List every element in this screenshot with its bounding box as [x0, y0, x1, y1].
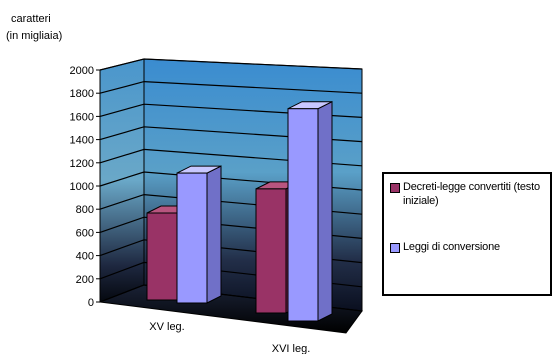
legend-item-decreti: Decreti-legge convertiti (testo iniziale… [390, 180, 543, 208]
y-tick-label-2000: 2000 [70, 65, 94, 77]
y-tick-label-400: 400 [76, 251, 94, 263]
y-tick-label-800: 800 [76, 204, 94, 216]
chart-legend: Decreti-legge convertiti (testo iniziale… [382, 172, 552, 296]
y-tick-label-1200: 1200 [70, 158, 94, 170]
legend-swatch-decreti [390, 183, 400, 193]
gridline-1800 [99, 80, 363, 94]
bar-xvi-leg--series-1-front [287, 108, 319, 322]
bar-xvi-leg--series-1-side [317, 100, 333, 322]
y-axis-label-line-2: (in migliaia) [6, 30, 63, 42]
legend-label-decreti: Decreti-legge convertiti (testo iniziale… [403, 181, 540, 207]
legend-label-leggi: Leggi di conversione [403, 241, 500, 253]
y-tick-label-1800: 1800 [70, 88, 94, 100]
legend-item-leggi: Leggi di conversione [390, 240, 553, 254]
gridline-2000 [99, 58, 363, 71]
bar-xv-leg--series-1-front [176, 172, 208, 304]
y-tick-label-1000: 1000 [70, 181, 94, 193]
bar-xv-leg--series-1-side [206, 165, 222, 304]
y-tick-label-1600: 1600 [70, 111, 94, 123]
bar-xvi-leg--series-0-front [255, 188, 287, 314]
y-tick-label-200: 200 [76, 274, 94, 286]
bar-xv-leg--series-0-front [146, 212, 178, 301]
y-axis-label-line-1: caratteri [11, 13, 51, 25]
x-category-label-0: XV leg. [149, 321, 184, 333]
y-tick-label-0: 0 [88, 297, 94, 309]
y-tick-label-1400: 1400 [70, 135, 94, 147]
x-category-label-1: XVI leg. [272, 343, 311, 354]
y-tick-label-600: 600 [76, 227, 94, 239]
legend-swatch-leggi [390, 243, 400, 253]
chart-side-wall [99, 58, 145, 303]
